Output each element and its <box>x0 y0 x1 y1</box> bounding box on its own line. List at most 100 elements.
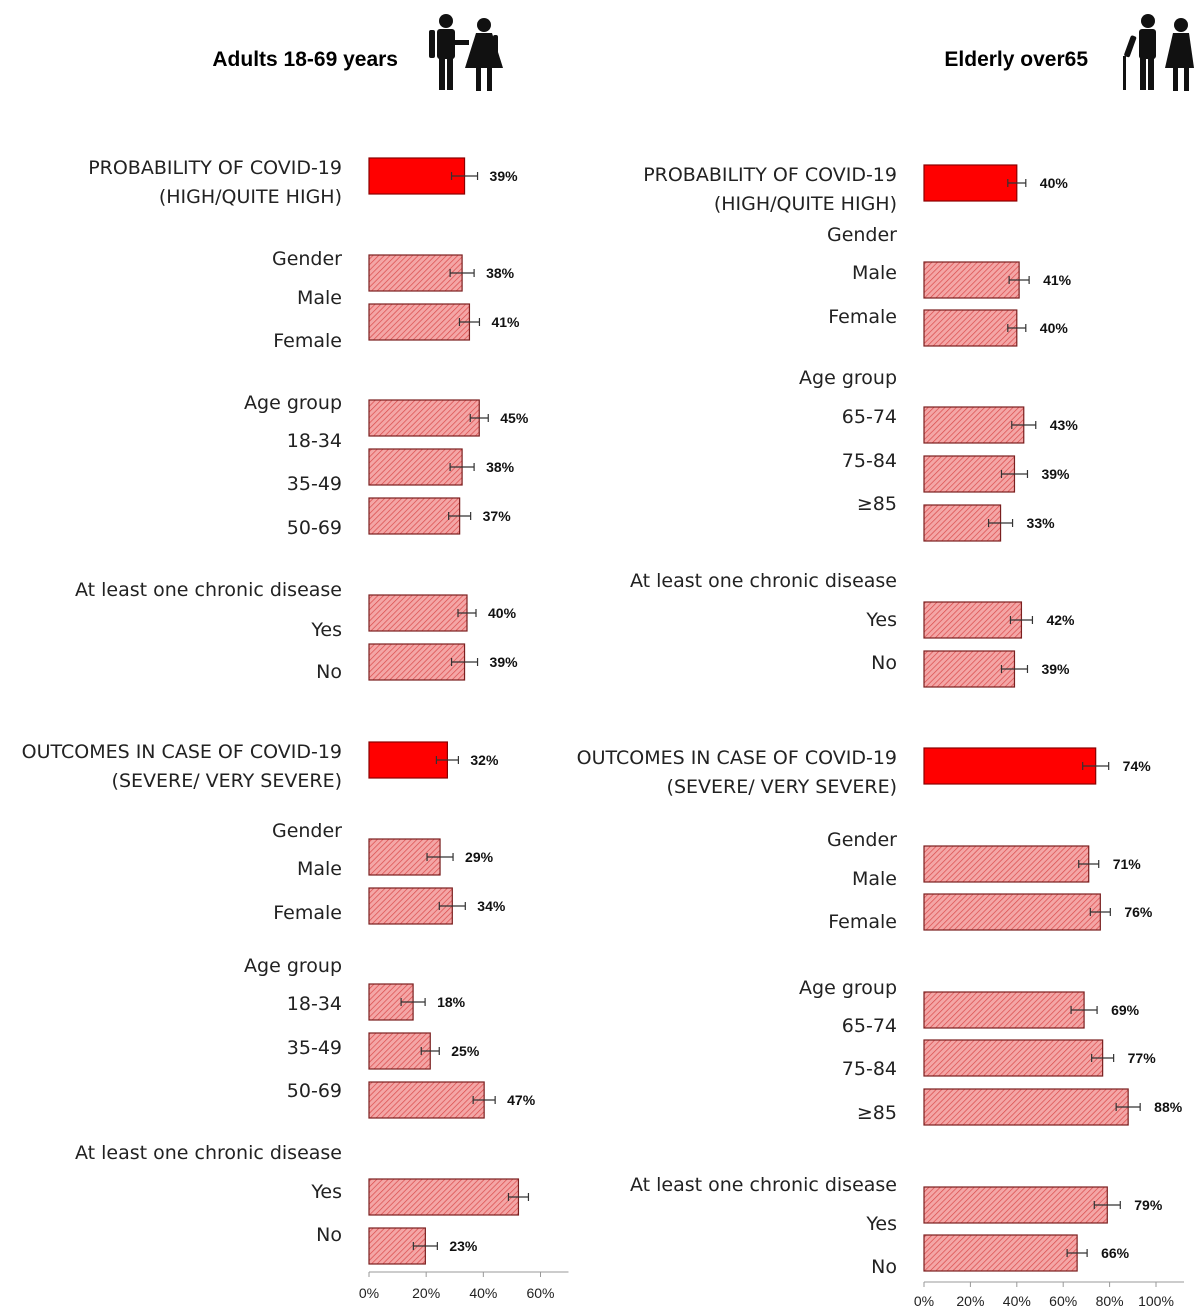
bar <box>368 887 453 925</box>
section-header-line2: (HIGH/QUITE HIGH) <box>159 186 342 208</box>
section-header-line2: (SEVERE/ VERY SEVERE) <box>667 776 897 798</box>
section-header-line1: OUTCOMES IN CASE OF COVID-19 <box>577 747 897 769</box>
bar <box>923 1186 1108 1224</box>
data-label: 25% <box>451 1043 480 1059</box>
row-label: No <box>316 1224 342 1246</box>
row-label: Yes <box>310 1181 342 1203</box>
row-label: 65-74 <box>842 406 897 428</box>
row-label: 18-34 <box>287 993 342 1015</box>
x-tick-label: 40% <box>469 1285 497 1301</box>
x-tick-label: 0% <box>914 1293 934 1309</box>
group-header: Gender <box>827 829 897 851</box>
row-label: 75-84 <box>842 1058 897 1080</box>
data-label: 41% <box>491 314 520 330</box>
row-label: Female <box>273 902 342 924</box>
data-label: 45% <box>500 410 529 426</box>
row-label: Male <box>852 262 897 284</box>
bar <box>923 504 1002 542</box>
row-label: 18-34 <box>287 430 342 452</box>
data-label: 40% <box>1040 320 1069 336</box>
data-label: 41% <box>1043 272 1072 288</box>
data-label: 66% <box>1101 1245 1130 1261</box>
data-label: 18% <box>437 994 466 1010</box>
data-label: 69% <box>1111 1002 1140 1018</box>
row-label: 50-69 <box>287 517 342 539</box>
section-total-bar <box>368 741 449 779</box>
data-label: 40% <box>488 605 517 621</box>
bar <box>368 399 480 437</box>
bar <box>368 254 463 292</box>
group-header: Age group <box>799 977 897 999</box>
row-label: Female <box>828 306 897 328</box>
x-tick-label: 60% <box>526 1285 554 1301</box>
group-header: At least one chronic disease <box>75 579 342 601</box>
row-label: 50-69 <box>287 1080 342 1102</box>
section-header-line2: (HIGH/QUITE HIGH) <box>714 193 897 215</box>
row-label: Yes <box>865 609 897 631</box>
row-label: No <box>316 661 342 683</box>
bar <box>368 448 463 486</box>
section-header-line2: (SEVERE/ VERY SEVERE) <box>112 770 342 792</box>
data-label: 39% <box>1041 661 1070 677</box>
x-tick-label: 80% <box>1096 1293 1124 1309</box>
panel-title: Elderly over65 <box>944 48 1088 71</box>
data-label: 34% <box>477 898 506 914</box>
x-tick-label: 40% <box>1003 1293 1031 1309</box>
bar <box>923 309 1018 347</box>
panel-title: Adults 18-69 years <box>212 48 398 71</box>
section-header-line1: PROBABILITY OF COVID-19 <box>643 164 897 186</box>
bar <box>368 643 466 681</box>
bar <box>923 1088 1129 1126</box>
row-label: Male <box>297 287 342 309</box>
data-label: 77% <box>1128 1050 1157 1066</box>
data-label: 76% <box>1124 904 1153 920</box>
panel-elderly: Elderly over65 PROBABILITY OF COVID-19 (H… <box>577 14 1194 1309</box>
group-header: At least one chronic disease <box>630 1174 897 1196</box>
row-label: ≥85 <box>857 493 897 515</box>
bar <box>923 1039 1104 1077</box>
row-label: Yes <box>310 619 342 641</box>
row-label: No <box>871 1256 897 1278</box>
data-label: 71% <box>1113 856 1142 872</box>
data-label: 38% <box>486 265 515 281</box>
data-label: 40% <box>1040 175 1069 191</box>
data-label: 88% <box>1154 1099 1183 1115</box>
row-label: No <box>871 652 897 674</box>
data-label: 39% <box>490 654 519 670</box>
row-label: 35-49 <box>287 473 342 495</box>
group-header: Age group <box>244 392 342 414</box>
group-header: Gender <box>272 248 342 270</box>
data-label: 42% <box>1046 612 1075 628</box>
bar <box>923 991 1085 1029</box>
panel-adults: Adults 18-69 years PROBABILITY OF COVID-… <box>22 14 569 1301</box>
row-label: Female <box>828 911 897 933</box>
data-label: 29% <box>465 849 494 865</box>
data-label: 33% <box>1027 515 1056 531</box>
group-header: Gender <box>272 820 342 842</box>
bar <box>923 893 1101 931</box>
bar <box>368 1032 431 1070</box>
x-tick-label: 60% <box>1049 1293 1077 1309</box>
row-label: 75-84 <box>842 450 897 472</box>
couple-icon <box>429 14 503 91</box>
data-label: 32% <box>470 752 499 768</box>
data-label: 43% <box>1050 417 1079 433</box>
row-label: 35-49 <box>287 1037 342 1059</box>
bar <box>368 497 461 535</box>
row-label: Male <box>297 858 342 880</box>
row-label: Female <box>273 330 342 352</box>
group-header: Gender <box>827 224 897 246</box>
bar <box>923 261 1020 299</box>
section-header-line1: PROBABILITY OF COVID-19 <box>88 157 342 179</box>
elderly-couple-icon <box>1123 14 1194 91</box>
data-label: 23% <box>449 1238 478 1254</box>
bar <box>923 406 1025 444</box>
data-label: 74% <box>1123 758 1152 774</box>
bar <box>368 594 468 632</box>
group-header: At least one chronic disease <box>630 570 897 592</box>
bar <box>368 1081 485 1119</box>
data-label: 79% <box>1134 1197 1163 1213</box>
data-label: 37% <box>483 508 512 524</box>
row-label: 65-74 <box>842 1015 897 1037</box>
